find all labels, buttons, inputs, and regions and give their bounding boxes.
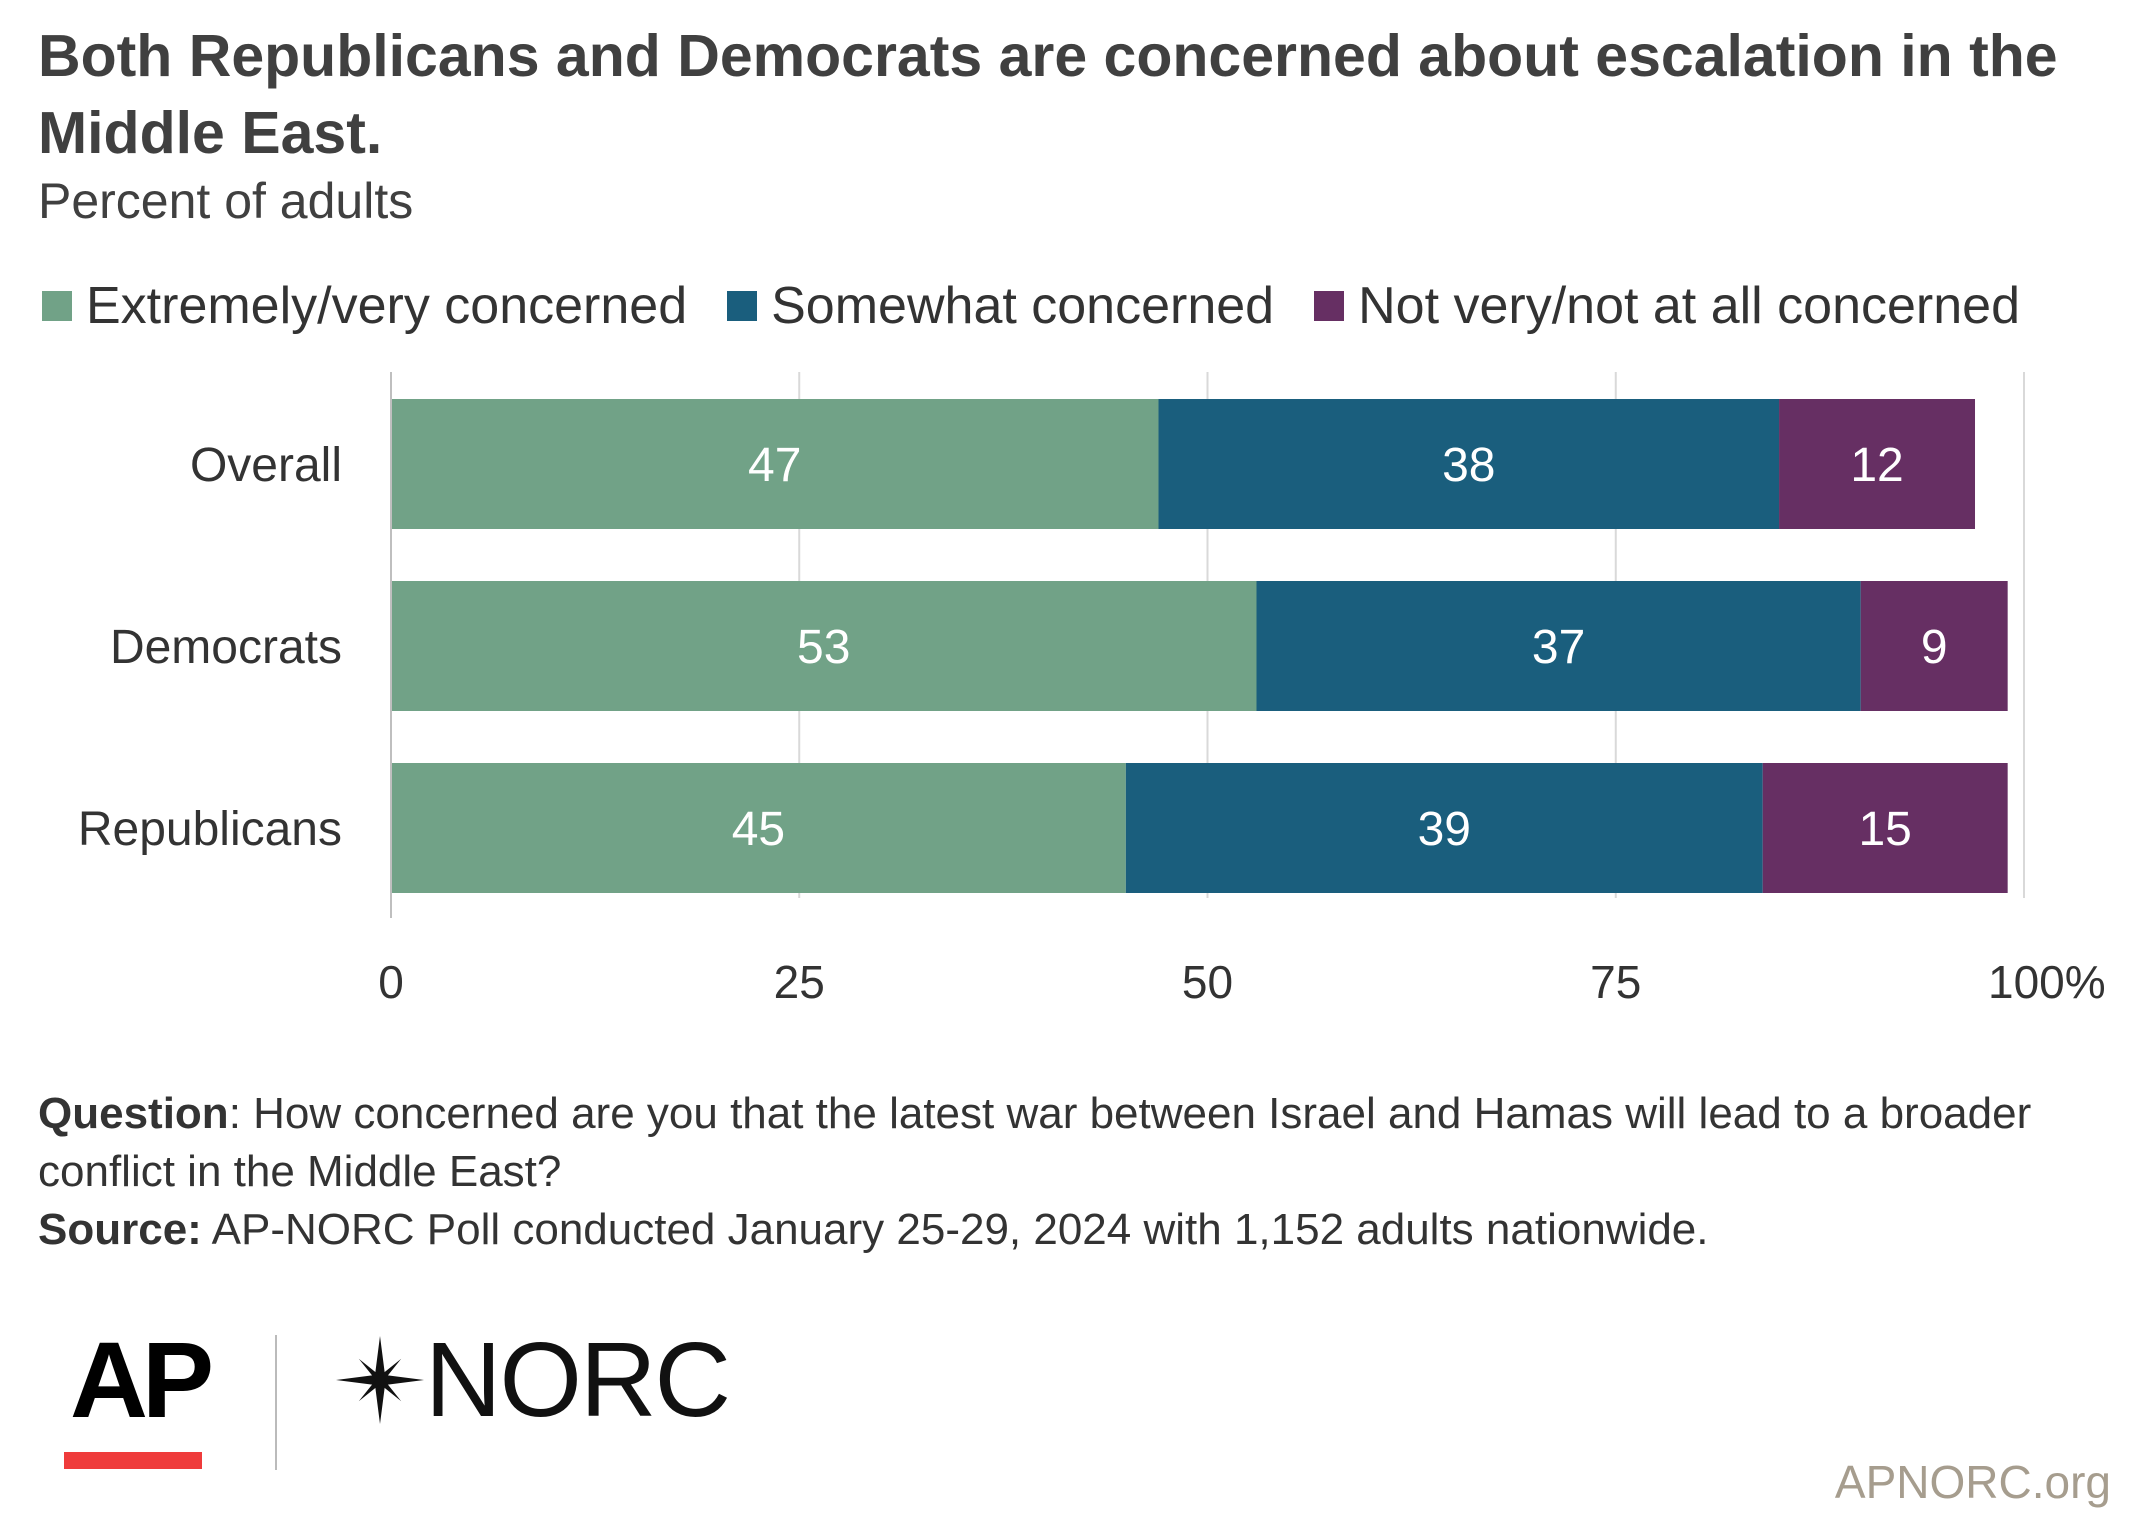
data-label: 15 bbox=[1858, 803, 1911, 856]
source-label: Source: bbox=[38, 1205, 202, 1254]
legend-label: Extremely/very concerned bbox=[86, 277, 688, 335]
data-label: 37 bbox=[1532, 621, 1585, 674]
data-label: 53 bbox=[797, 621, 850, 674]
stacked-bar-chart: 0 25 50 75 100% Overall 47 38 12 Democrats 53 37 9 Re… bbox=[78, 372, 2106, 1008]
legend-label: Somewhat concerned bbox=[771, 277, 1275, 335]
legend-swatch bbox=[727, 291, 758, 321]
site-url: APNORC.org bbox=[1834, 1456, 2111, 1508]
bar-segment bbox=[1256, 581, 1861, 711]
ap-logo-bar bbox=[64, 1452, 202, 1469]
data-label: 38 bbox=[1442, 439, 1495, 492]
data-label: 9 bbox=[1921, 621, 1948, 674]
bar-segment bbox=[1125, 763, 1763, 893]
data-label: 12 bbox=[1850, 439, 1903, 492]
x-tick-label: 50 bbox=[1182, 956, 1233, 1008]
category-label: Overall bbox=[190, 439, 342, 492]
chart-subtitle: Percent of adults bbox=[38, 173, 414, 229]
legend-item-not-very: Not very/not at all concerned bbox=[1314, 276, 2020, 336]
chart-title: Both Republicans and Democrats are conce… bbox=[38, 23, 2058, 166]
legend-swatch bbox=[1314, 291, 1345, 321]
bar-segment bbox=[391, 763, 1126, 893]
x-tick-label: 0 bbox=[378, 956, 404, 1008]
norc-logo: NORC bbox=[335, 1321, 731, 1439]
data-label: 45 bbox=[732, 803, 785, 856]
legend: Extremely/very concerned Somewhat concer… bbox=[42, 276, 2020, 336]
category-label: Democrats bbox=[110, 621, 342, 674]
norc-logo-text: NORC bbox=[425, 1321, 731, 1439]
ap-logo: AP bbox=[70, 1319, 214, 1440]
question-text: : How concerned are you that the latest … bbox=[38, 1089, 2032, 1196]
source-text: AP-NORC Poll conducted January 25-29, 20… bbox=[201, 1205, 1709, 1254]
x-tick-label: 75 bbox=[1590, 956, 1641, 1008]
data-label: 39 bbox=[1418, 803, 1471, 856]
x-tick-label: 100% bbox=[1988, 956, 2106, 1008]
bar-segment bbox=[1779, 399, 1976, 529]
logo-divider bbox=[275, 1335, 277, 1470]
bar-segment bbox=[1762, 763, 2008, 893]
legend-label: Not very/not at all concerned bbox=[1358, 277, 2021, 335]
footnote: Question: How concerned are you that the… bbox=[38, 1085, 2098, 1259]
category-label: Republicans bbox=[78, 803, 342, 856]
legend-item-extremely-very: Extremely/very concerned bbox=[42, 276, 687, 336]
bar-segment bbox=[391, 581, 1257, 711]
legend-item-somewhat: Somewhat concerned bbox=[727, 276, 1274, 336]
source-note: Source: AP-NORC Poll conducted January 2… bbox=[38, 1201, 2098, 1259]
bar-segment bbox=[1158, 399, 1780, 529]
legend-swatch bbox=[42, 291, 72, 321]
question-note: Question: How concerned are you that the… bbox=[38, 1085, 2098, 1201]
data-label: 47 bbox=[748, 439, 801, 492]
x-tick-label: 25 bbox=[774, 956, 825, 1008]
bar-segment bbox=[391, 399, 1159, 529]
bar-segment bbox=[1860, 581, 2008, 711]
norc-star-icon bbox=[336, 1336, 424, 1424]
question-label: Question bbox=[38, 1089, 229, 1138]
